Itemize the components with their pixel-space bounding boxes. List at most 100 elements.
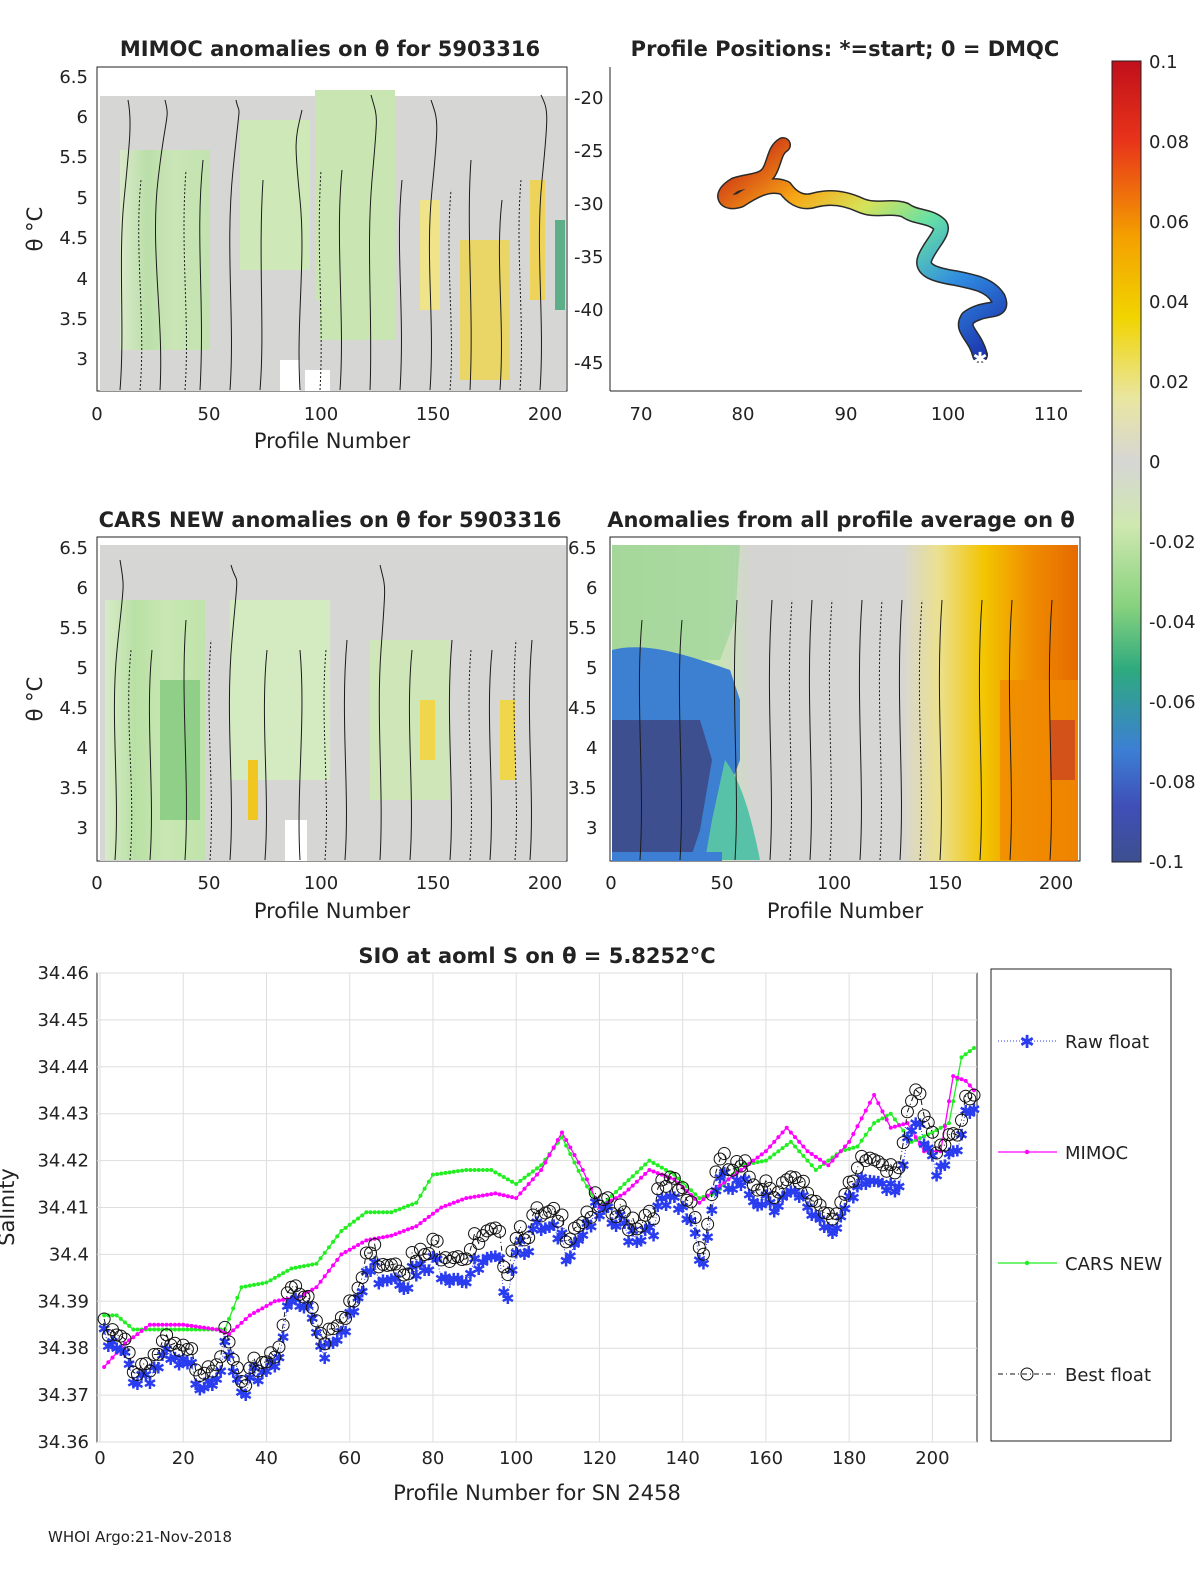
best-point [293, 1287, 307, 1301]
mimoc-point [568, 1145, 573, 1150]
raw-point: ✱ [501, 1289, 514, 1308]
cars-point [301, 1264, 306, 1269]
best-point [118, 1332, 132, 1346]
mimoc-point [888, 1125, 893, 1130]
best-point [871, 1155, 885, 1169]
raw-point: ✱ [751, 1197, 764, 1216]
mimoc-point [801, 1144, 806, 1149]
cars-point [880, 1116, 885, 1121]
mimoc-point [618, 1193, 623, 1198]
best-point [355, 1271, 369, 1285]
cars-point [659, 1165, 664, 1170]
x-tick: 150 [416, 873, 450, 894]
cars-point [289, 1266, 294, 1271]
raw-point: ✱ [235, 1383, 248, 1402]
mimoc-point [759, 1152, 764, 1157]
mimoc-point [414, 1224, 419, 1229]
cars-point [888, 1111, 893, 1116]
x-tick: 0 [91, 873, 102, 894]
mimoc-point [318, 1279, 323, 1284]
raw-point: ✱ [888, 1183, 901, 1202]
legend: ✱ Raw float MIMOC CARS NEW Best float [990, 968, 1172, 1442]
best-point [701, 1217, 715, 1231]
best-point [688, 1211, 702, 1225]
positions-title: Profile Positions: *=start; 0 = DMQC [631, 37, 1060, 61]
best-point [347, 1294, 361, 1308]
best-point [780, 1173, 794, 1187]
cars-point [306, 1263, 311, 1268]
mimoc-point [181, 1322, 186, 1327]
mimoc-point [510, 1195, 515, 1200]
mimoc-point [809, 1152, 814, 1157]
cars-point [347, 1222, 352, 1227]
best-point [513, 1220, 527, 1234]
best-point [534, 1209, 548, 1223]
mimoc-point [389, 1233, 394, 1238]
best-point [210, 1358, 224, 1372]
mimoc-point [476, 1194, 481, 1199]
cars-point [676, 1176, 681, 1181]
raw-point: ✱ [168, 1348, 181, 1367]
mimoc-point [464, 1196, 469, 1201]
cars-point [867, 1126, 872, 1131]
cars-point [131, 1327, 136, 1332]
raw-series-line [103, 1108, 975, 1396]
raw-point: ✱ [443, 1273, 456, 1292]
salinity-x-ticks: 0 20 40 60 80 100 120 140 160 180 200 [94, 1448, 949, 1469]
mimoc-point [331, 1263, 336, 1268]
x-tick: 100 [499, 1448, 533, 1469]
raw-point: ✱ [343, 1304, 356, 1323]
x-tick: 200 [915, 1448, 949, 1469]
raw-point: ✱ [172, 1355, 185, 1374]
mimoc-point [468, 1195, 473, 1200]
best-point [326, 1322, 340, 1336]
cars-point [951, 1099, 956, 1104]
raw-point: ✱ [676, 1198, 689, 1217]
raw-point: ✱ [210, 1370, 223, 1389]
raw-point: ✱ [322, 1334, 335, 1353]
best-point [255, 1356, 269, 1370]
allavg-anomaly-field [612, 545, 1078, 861]
best-point [526, 1208, 540, 1222]
best-point [359, 1246, 373, 1260]
best-point [488, 1221, 502, 1235]
y-tick: 5 [586, 658, 597, 679]
cars-point [876, 1118, 881, 1123]
raw-point: ✱ [859, 1175, 872, 1194]
best-point [393, 1264, 407, 1278]
cars-point [314, 1261, 319, 1266]
cars-point [281, 1271, 286, 1276]
cars-point [539, 1163, 544, 1168]
cars-point [805, 1158, 810, 1163]
mimoc-point [797, 1139, 802, 1144]
x-tick: 50 [711, 873, 734, 894]
mimoc-point [160, 1322, 165, 1327]
raw-point: ✱ [476, 1253, 489, 1272]
best-point [559, 1235, 573, 1249]
cars-point [510, 1179, 515, 1184]
cars-point [293, 1265, 298, 1270]
salinity-grid [97, 972, 977, 1443]
mimoc-point [368, 1237, 373, 1242]
cars-point [393, 1208, 398, 1213]
raw-point: ✱ [880, 1181, 893, 1200]
mimoc-point [651, 1169, 656, 1174]
colorbar-tick: -0.08 [1149, 772, 1196, 793]
x-tick: 100 [931, 404, 965, 425]
best-point [418, 1248, 432, 1262]
cars-point [688, 1188, 693, 1193]
mimoc-point [842, 1144, 847, 1149]
cars-point [759, 1159, 764, 1164]
mimoc-point [485, 1192, 490, 1197]
x-tick: 0 [94, 1448, 105, 1469]
best-point [896, 1136, 910, 1150]
cars-point [160, 1327, 165, 1332]
raw-point: ✱ [905, 1121, 918, 1140]
cars-point [872, 1121, 877, 1126]
cars-point [655, 1163, 660, 1168]
raw-point: ✱ [768, 1203, 781, 1222]
raw-point: ✱ [555, 1224, 568, 1243]
mimoc-point [876, 1101, 881, 1106]
best-point [588, 1186, 602, 1200]
cars-point [584, 1184, 589, 1189]
